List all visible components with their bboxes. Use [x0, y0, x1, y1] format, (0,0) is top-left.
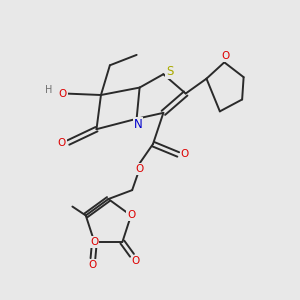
Text: O: O: [132, 256, 140, 266]
Text: O: O: [136, 164, 144, 174]
Text: O: O: [89, 260, 97, 270]
Text: O: O: [58, 138, 66, 148]
Text: O: O: [58, 88, 67, 98]
Text: S: S: [166, 65, 174, 78]
Text: O: O: [181, 149, 189, 160]
Text: O: O: [90, 237, 98, 247]
Text: N: N: [134, 118, 142, 130]
Text: O: O: [127, 211, 135, 220]
Text: H: H: [45, 85, 52, 95]
Text: O: O: [222, 51, 230, 61]
